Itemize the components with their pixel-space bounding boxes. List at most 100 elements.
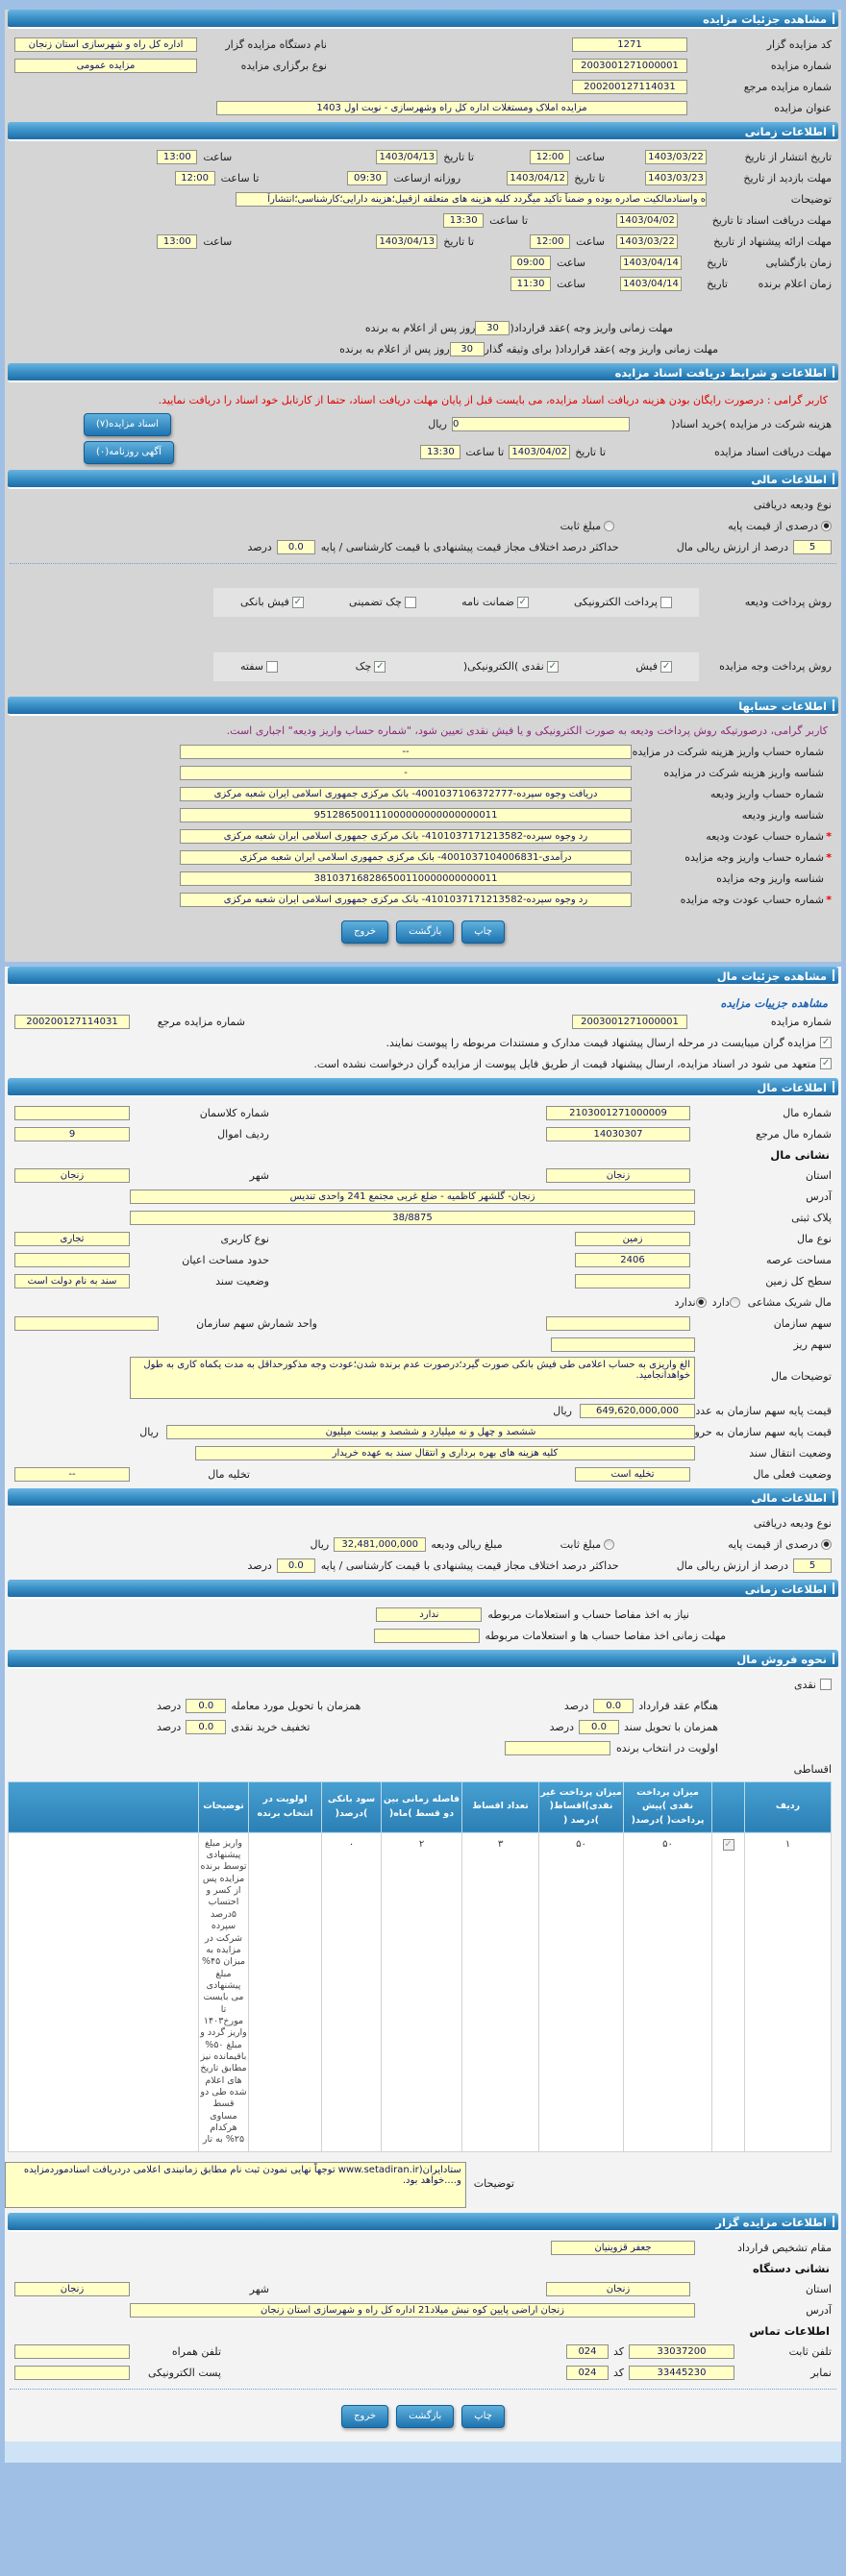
deed-status-field[interactable]: سند به نام دولت است [14,1273,130,1288]
total-land-field[interactable] [575,1273,690,1288]
auction-title-field[interactable]: مزایده املاک ومستغلات اداره کل راه وشهرس… [216,101,687,115]
asset-no-field[interactable]: 2103001271000009 [546,1105,690,1120]
agency-address-field[interactable]: زنجان اراضی پایین کوه نبش میلاد21 اداره … [130,2302,695,2318]
docs-deadline-date-field[interactable]: 1403/04/02 [616,213,678,228]
publish-date-field[interactable]: 1403/03/22 [645,150,707,164]
share-unit-field[interactable] [14,1315,159,1331]
publish-to-time-field[interactable]: 13:00 [157,150,198,164]
usage-type-field[interactable]: تجاری [14,1231,130,1246]
asset-desc-field[interactable]: الغ واریزی به حساب اعلامی طی فیش بانکی ص… [130,1356,695,1399]
org-share-field[interactable] [546,1315,690,1331]
classification-field[interactable] [14,1105,130,1120]
max-diff-field-2[interactable]: 0.0 [276,1558,315,1573]
registration-plate-field[interactable]: 38/8875 [130,1210,695,1225]
checkbox-promissory[interactable] [266,660,278,673]
max-diff-field[interactable]: 0.0 [276,539,315,554]
asset-ref-field[interactable]: 14030307 [546,1126,690,1141]
back-button[interactable]: بازگشت [396,2404,455,2428]
bidder-code-field[interactable]: 1271 [572,37,687,52]
agency-province-field[interactable]: زنجان [546,2281,690,2296]
visit-to-date-field[interactable]: 1403/04/12 [507,171,569,185]
auction-return-account-field[interactable]: رد وجوه سپرده-4101037171213582- بانک مرک… [180,892,632,907]
building-area-field[interactable] [14,1252,130,1267]
deposit-account-field[interactable]: دریافت وجوه سپرده-4001037106372777- بانک… [180,786,632,801]
checkbox-cash-electronic[interactable]: ✓ [546,660,559,673]
checkbox-no-file-offer[interactable]: ✓ [820,1058,832,1070]
visit-to-time-field[interactable]: 12:00 [174,171,215,185]
winner-time-field[interactable]: 11:30 [510,277,552,291]
print-button[interactable]: چاپ [461,2404,505,2428]
auction-ref-field[interactable]: 200200127114031 [572,80,687,94]
clearance-deadline-field[interactable] [373,1628,480,1643]
offer-to-time-field[interactable]: 13:00 [157,234,198,249]
docs-deadline2-date-field[interactable]: 1403/04/02 [509,445,571,460]
cash-discount-field[interactable]: 0.0 [186,1719,227,1734]
clearance-need-field[interactable]: ندارد [376,1607,483,1622]
checkbox-check[interactable]: ✓ [374,660,386,673]
fax-code-field[interactable]: 024 [565,2365,609,2380]
doc-fee-field[interactable]: 0 [452,417,630,432]
evacuation-field[interactable]: -- [14,1466,130,1482]
auction-no-field[interactable]: 2003001271000001 [572,1014,687,1029]
contract-authority-field[interactable]: جعفر قزوینیان [551,2240,695,2255]
radio-no-joint-owner[interactable]: ● [695,1296,707,1308]
at-delivery-field[interactable]: 0.0 [186,1698,227,1713]
radio-percent-of-base[interactable]: ● [821,520,832,531]
auction-pay-id-field[interactable]: 381037168286500110000000000011 [180,871,632,886]
asset-type-field[interactable]: زمین [575,1231,690,1246]
opening-date-field[interactable]: 1403/04/14 [620,256,682,270]
publish-to-date-field[interactable]: 1403/04/13 [376,150,438,164]
auction-docs-button[interactable]: اسناد مزایده(۷) [84,412,171,436]
checkbox-epay[interactable] [660,596,672,608]
docs-deadline2-time-field[interactable]: 13:30 [420,445,461,460]
radio-fixed-amount-2[interactable] [604,1538,615,1550]
auction-type-field[interactable]: مزایده عمومی [14,59,197,73]
print-button[interactable]: چاپ [461,920,505,944]
offer-date-field[interactable]: 1403/03/22 [616,234,678,249]
fax-field[interactable]: 33445230 [629,2365,734,2380]
org-name-field[interactable]: اداره کل راه و شهرسازی استان زنجان [14,37,197,52]
auction-no-field[interactable]: 2003001271000001 [572,59,687,73]
agency-city-field[interactable]: زنجان [14,2281,130,2296]
radio-has-joint-owner[interactable] [729,1296,740,1308]
opening-time-field[interactable]: 09:00 [510,256,552,270]
newspaper-ad-button[interactable]: آگهی روزنامه(۰) [84,440,174,464]
base-price-number-field[interactable]: 649,620,000,000 [580,1403,695,1418]
deposit-percent-field[interactable]: 5 [793,539,832,554]
checkbox-cash-sale[interactable] [820,1679,832,1691]
address-field[interactable]: زنجان- گلشهر کاظمیه - ضلع غربی مجتمع 241… [130,1189,695,1204]
offer-to-date-field[interactable]: 1403/04/13 [376,234,438,249]
fee-deposit-id-field[interactable]: - [180,765,632,780]
row-select-checkbox[interactable]: ✓ [722,1838,734,1851]
at-contract-field[interactable]: 0.0 [593,1698,634,1713]
pay-deadline2-days-field[interactable]: 30 [449,342,485,356]
phone-field[interactable]: 33037200 [629,2343,734,2359]
base-price-words-field[interactable]: ششصد و چهل و نه میلیارد و ششصد و بیست می… [166,1424,695,1439]
back-button[interactable]: بازگشت [396,920,455,944]
winner-priority-field[interactable] [505,1740,611,1755]
deposit-percent-field-2[interactable]: 5 [793,1558,832,1573]
deposit-id-field[interactable]: 951286500111000000000000000011 [180,807,632,822]
checkbox-bank-slip[interactable]: ✓ [291,596,304,608]
phone-code-field[interactable]: 024 [565,2343,609,2359]
radio-fixed-amount[interactable] [604,520,615,531]
email-field[interactable] [14,2365,130,2380]
mobile-field[interactable] [14,2343,130,2359]
offer-time-field[interactable]: 12:00 [530,234,571,249]
land-area-field[interactable]: 2406 [575,1252,690,1267]
pay-deadline1-days-field[interactable]: 30 [475,321,510,335]
auction-details-link[interactable]: مشاهده جزییات مزایده [720,995,828,1010]
current-status-field[interactable]: تخلیه است [575,1466,690,1482]
docs-deadline-time-field[interactable]: 13:30 [443,213,485,228]
winner-date-field[interactable]: 1403/04/14 [620,277,682,291]
city-field[interactable]: زنجان [14,1167,130,1183]
checkbox-certified-check[interactable] [404,596,416,608]
checkbox-attach-docs[interactable]: ✓ [820,1037,832,1049]
auction-pay-account-field[interactable]: درآمدی-4001037104006831- بانک مرکزی جمهو… [180,849,632,865]
radio-percent-of-base-2[interactable]: ● [821,1538,832,1550]
sale-desc-field[interactable]: ستادایران(www.setadiran.ir توجهاً نهایی … [4,2161,466,2208]
fee-deposit-account-field[interactable]: -- [180,744,632,759]
publish-time-field[interactable]: 12:00 [530,150,571,164]
asset-row-field[interactable]: 9 [14,1126,130,1141]
checkbox-slip[interactable]: ✓ [660,660,672,673]
